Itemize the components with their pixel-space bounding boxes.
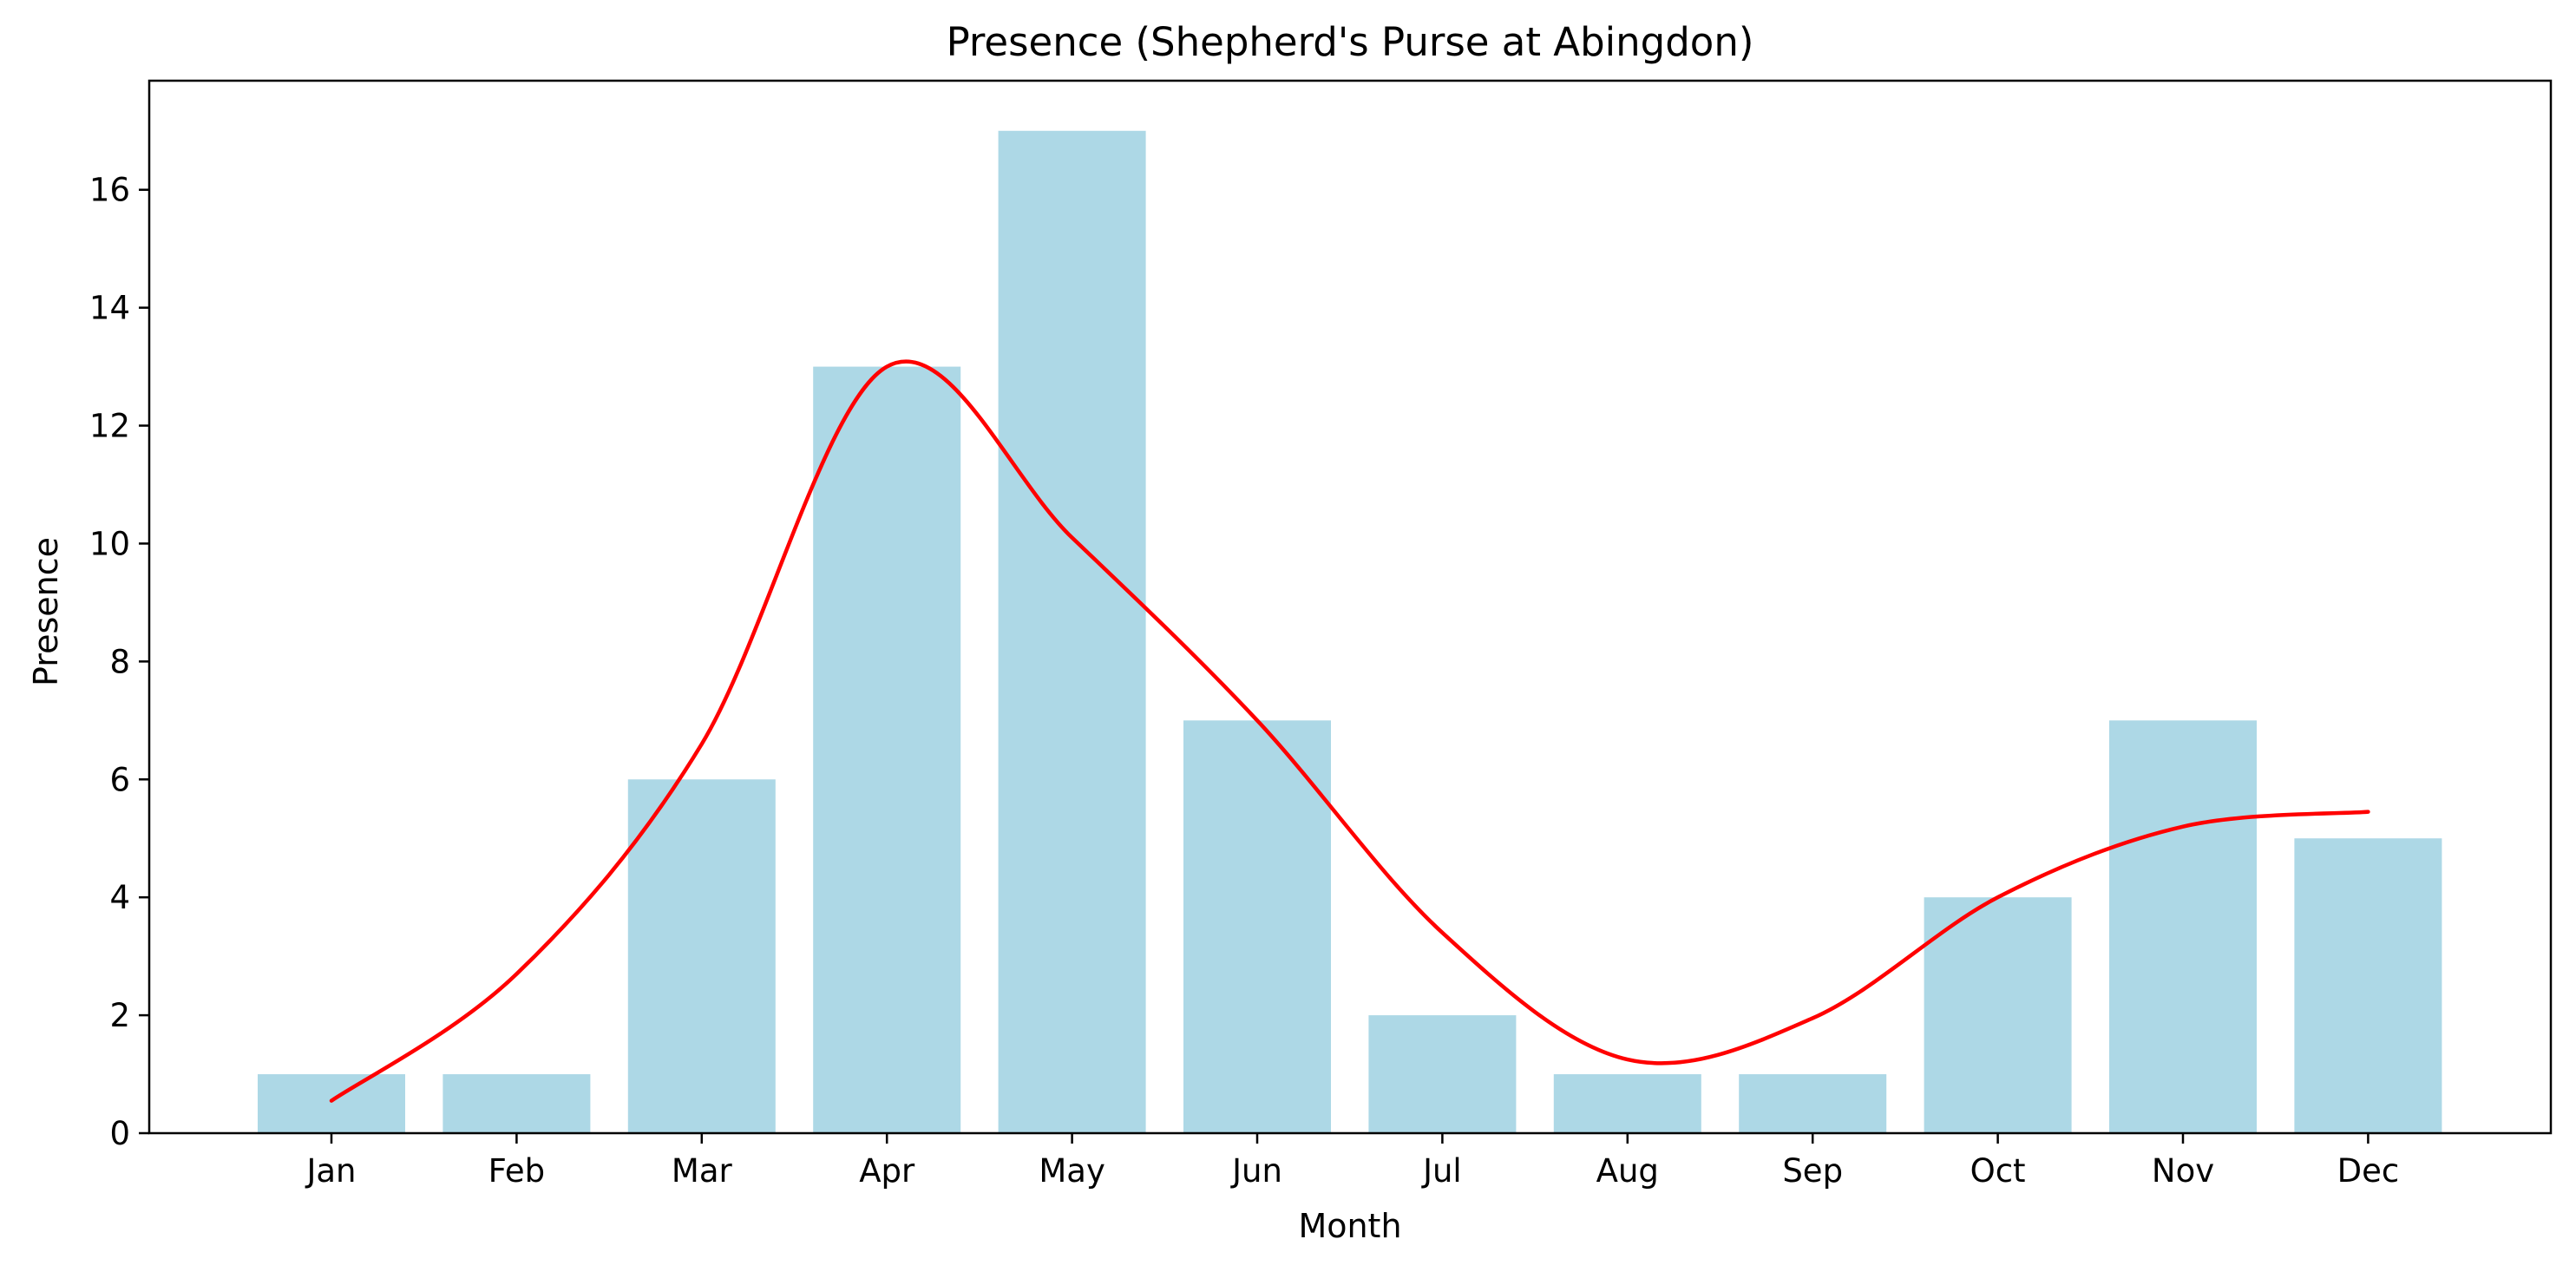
x-tick-label: Jun bbox=[1230, 1152, 1282, 1190]
y-tick-label: 12 bbox=[89, 408, 130, 445]
plot-frame bbox=[147, 79, 2553, 1135]
bar-feb bbox=[442, 1074, 591, 1133]
y-tick-label: 6 bbox=[109, 761, 130, 798]
x-tick-label: Apr bbox=[859, 1152, 915, 1190]
bar-mar bbox=[627, 779, 776, 1133]
bar-may bbox=[998, 130, 1146, 1133]
bar-oct bbox=[1924, 897, 2072, 1133]
x-tick-label: May bbox=[1039, 1152, 1105, 1190]
x-axis: Jan Feb Mar Apr May Jun Jul Aug Sep Oct Nov Dec bbox=[305, 1133, 2399, 1190]
x-tick-label: Oct bbox=[1970, 1152, 2026, 1190]
y-tick-label: 2 bbox=[109, 997, 130, 1034]
x-tick-label: Sep bbox=[1782, 1152, 1843, 1190]
chart-title: Presence (Shepherd's Purse at Abingdon) bbox=[947, 19, 1754, 65]
bar-jul bbox=[1368, 1015, 1517, 1133]
x-tick-label: Feb bbox=[488, 1152, 546, 1190]
bar-sep bbox=[1739, 1074, 1887, 1133]
trend-line bbox=[329, 359, 2370, 1103]
y-tick-label: 10 bbox=[89, 525, 130, 562]
bar-nov bbox=[2109, 720, 2257, 1133]
y-tick-label: 8 bbox=[109, 643, 130, 680]
y-tick-label: 16 bbox=[89, 172, 130, 209]
x-tick-label: Aug bbox=[1596, 1152, 1659, 1190]
bar-aug bbox=[1553, 1074, 1701, 1133]
bars-layer bbox=[258, 130, 2442, 1133]
x-tick-label: Mar bbox=[672, 1152, 733, 1190]
bar-jan bbox=[258, 1074, 405, 1133]
x-axis-label: Month bbox=[1298, 1207, 1401, 1245]
y-tick-label: 4 bbox=[109, 879, 130, 916]
bar-jun bbox=[1183, 720, 1331, 1133]
y-tick-label: 0 bbox=[109, 1115, 130, 1152]
x-tick-label: Jan bbox=[305, 1152, 356, 1190]
x-tick-label: Nov bbox=[2152, 1152, 2214, 1190]
bar-dec bbox=[2294, 838, 2442, 1133]
bar-apr bbox=[813, 366, 961, 1133]
line-layer bbox=[329, 359, 2370, 1103]
y-axis-label: Presence bbox=[27, 537, 65, 686]
y-axis: 0 2 4 6 8 10 12 14 16 bbox=[89, 172, 149, 1152]
x-tick-label: Jul bbox=[1421, 1152, 1462, 1190]
x-tick-label: Dec bbox=[2337, 1152, 2400, 1190]
y-tick-label: 14 bbox=[89, 290, 130, 327]
